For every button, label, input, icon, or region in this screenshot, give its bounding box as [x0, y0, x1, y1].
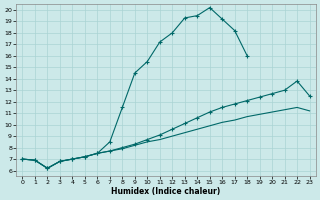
X-axis label: Humidex (Indice chaleur): Humidex (Indice chaleur): [111, 187, 221, 196]
